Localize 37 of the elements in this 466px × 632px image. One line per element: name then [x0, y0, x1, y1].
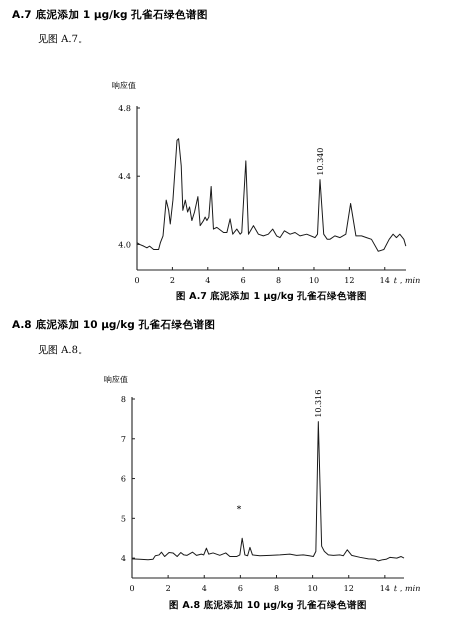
chart-title: A.7 底泥添加 1 μg/kg 孔雀石绿色谱图 [12, 8, 208, 21]
chart-subtitle: 见图 A.8。 [38, 345, 88, 356]
y-axis-title: 响应值 [104, 375, 128, 384]
annotation: 10.316 [314, 390, 324, 418]
y-tick-label: 4 [120, 554, 126, 564]
annotation: * [236, 505, 242, 515]
x-tick-label: 12 [344, 276, 354, 285]
x-tick-label: 0 [134, 276, 140, 285]
chart-subtitle: 见图 A.7。 [38, 34, 88, 45]
chart-title: A.8 底泥添加 10 μg/kg 孔雀石绿色谱图 [12, 318, 216, 331]
x-tick-label: 14 [380, 276, 390, 285]
text: 图 A.8 底泥添加 10 μg/kg 孔雀石绿色谱图 [169, 599, 367, 611]
x-tick-label: 4 [202, 584, 207, 593]
y-tick-label: 5 [120, 514, 126, 524]
x-tick-label: 12 [344, 584, 354, 593]
x-tick-label: 8 [276, 276, 282, 285]
y-tick-label: 8 [120, 395, 126, 404]
annotation: 10.340 [316, 148, 325, 176]
x-axis-title: t，min [394, 584, 420, 593]
y-tick-label: 6 [120, 474, 126, 484]
x-tick-label: 4 [205, 276, 210, 285]
y-tick-label: 4.0 [118, 240, 131, 250]
y-axis-title: 响应值 [112, 81, 136, 90]
y-tick-label: 7 [120, 434, 126, 444]
x-tick-label: 0 [129, 584, 135, 593]
y-tick-label: 4.8 [118, 104, 131, 113]
x-tick-label: 6 [238, 584, 243, 593]
x-tick-label: 10 [308, 276, 320, 285]
x-tick-label: 2 [170, 276, 175, 285]
text: 图 A.7 底泥添加 1 μg/kg 孔雀石绿色谱图 [176, 290, 368, 302]
x-tick-label: 14 [380, 584, 390, 593]
x-tick-label: 2 [166, 584, 171, 593]
x-tick-label: 8 [274, 584, 280, 593]
x-axis-title: t，min [394, 276, 420, 285]
y-tick-label: 4.4 [118, 172, 131, 182]
x-tick-label: 10 [308, 584, 318, 593]
x-tick-label: 6 [240, 276, 246, 285]
